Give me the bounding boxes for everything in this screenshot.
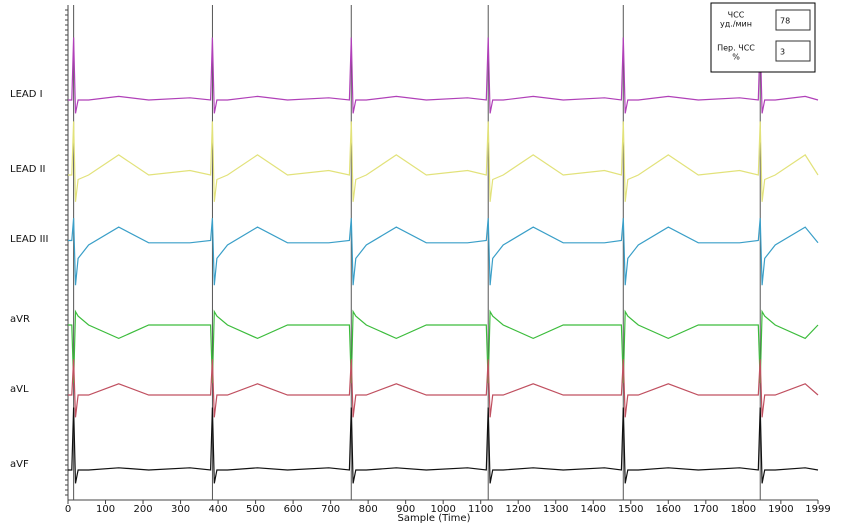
x-tick-label: 1400: [581, 504, 606, 515]
lead-label: LEAD I: [10, 89, 43, 100]
hr-panel: ЧСС уд./мин 78 Пер. ЧСС % 3: [710, 2, 816, 73]
lead-trace: [68, 121, 819, 202]
x-tick-label: 400: [209, 504, 228, 515]
x-tick-label: 200: [133, 504, 152, 515]
lead-trace: [68, 37, 819, 114]
x-tick-label: 1300: [543, 504, 568, 515]
hr-label: ЧСС: [728, 11, 745, 20]
x-tick-label: 300: [171, 504, 190, 515]
x-tick-label: 1999: [805, 504, 830, 515]
x-axis-title: Sample (Time): [398, 513, 471, 524]
lead-label: aVF: [10, 459, 29, 470]
lead-label: aVR: [10, 314, 30, 325]
hr-value: 78: [780, 17, 790, 26]
hr-unit: уд./мин: [720, 20, 752, 29]
x-tick-label: 1900: [768, 504, 793, 515]
x-tick-label: 1500: [618, 504, 643, 515]
x-tick-label: 600: [284, 504, 303, 515]
x-tick-label: 700: [321, 504, 340, 515]
lead-trace: [68, 218, 819, 286]
lead-trace: [68, 407, 819, 484]
x-tick-label: 1000: [430, 504, 455, 515]
x-tick-label: 1100: [468, 504, 493, 515]
x-tick-label: 1200: [505, 504, 530, 515]
x-tick-label: 900: [396, 504, 415, 515]
x-tick-label: 1800: [731, 504, 756, 515]
x-tick-label: 0: [65, 504, 71, 515]
x-tick-label: 100: [96, 504, 115, 515]
lead-label: aVL: [10, 384, 29, 395]
x-tick-label: 500: [246, 504, 265, 515]
var-box: [775, 40, 811, 62]
var-label: Пер. ЧСС: [717, 44, 755, 53]
lead-label: LEAD III: [10, 234, 48, 245]
lead-trace: [68, 359, 819, 418]
var-value: 3: [780, 48, 785, 57]
var-unit: %: [732, 53, 740, 62]
x-tick-label: 800: [359, 504, 378, 515]
x-tick-label: 1600: [656, 504, 681, 515]
lead-label: LEAD II: [10, 164, 46, 175]
x-tick-label: 1700: [693, 504, 718, 515]
lead-trace: [68, 309, 819, 384]
hr-box: [775, 9, 811, 31]
